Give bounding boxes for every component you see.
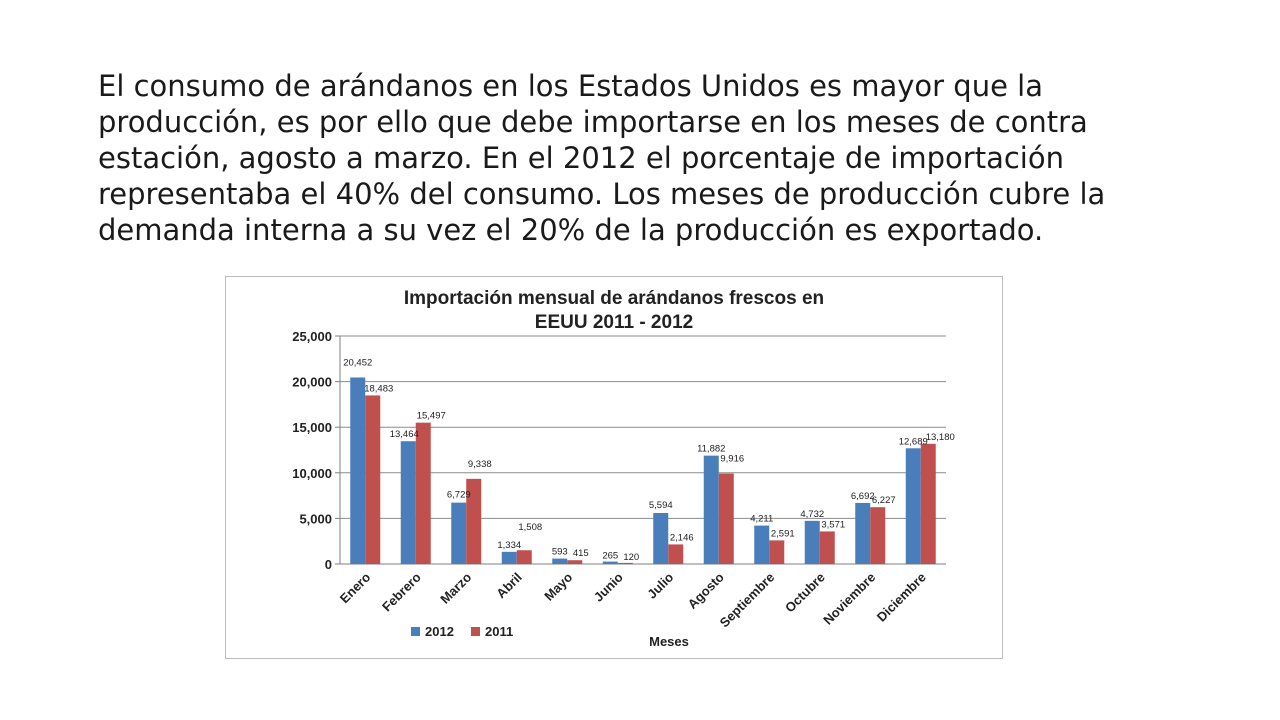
- bar-2012-octubre: [804, 520, 820, 564]
- bar-2011-julio: [668, 544, 684, 564]
- x-tick-label: Septiembre: [717, 570, 778, 631]
- bar-2011-mayo: [567, 560, 583, 564]
- paragraph-line: estación, agosto a marzo. En el 2012 el …: [98, 141, 1064, 175]
- y-tick-label: 0: [325, 557, 332, 572]
- data-label-2011: 18,483: [364, 383, 393, 394]
- bar-2011-octubre: [819, 531, 835, 564]
- y-tick-label: 20,000: [292, 375, 332, 390]
- data-label-2012: 593: [552, 547, 568, 558]
- x-tick-label: Julio: [644, 569, 676, 601]
- bar-2012-enero: [350, 377, 366, 564]
- bar-2011-diciembre: [920, 443, 936, 564]
- legend-swatch-2012: [411, 627, 420, 636]
- x-tick-label: Agosto: [685, 569, 727, 611]
- bar-2012-noviembre: [855, 502, 871, 564]
- data-label-2012: 13,464: [390, 429, 419, 440]
- chart-frame: Importación mensual de arándanos frescos…: [225, 276, 1003, 659]
- bar-2012-junio: [602, 561, 618, 564]
- chart-title-line-2: EEUU 2011 - 2012: [535, 312, 693, 333]
- paragraph-line: representaba el 40% del consumo. Los mes…: [98, 177, 1106, 211]
- bar-2012-septiembre: [754, 525, 770, 564]
- data-label-2011: 2,146: [670, 532, 694, 543]
- x-tick-label: Marzo: [437, 569, 474, 606]
- data-label-2012: 11,882: [697, 444, 725, 455]
- bar-2011-noviembre: [870, 507, 886, 564]
- x-axis-label: Meses: [649, 634, 689, 649]
- bar-2012-agosto: [703, 455, 719, 564]
- data-label-2011: 15,497: [417, 411, 446, 422]
- data-label-2011: 415: [573, 548, 589, 559]
- bar-2012-febrero: [400, 441, 416, 564]
- x-tick-label: Mayo: [541, 569, 575, 603]
- bar-chart: Importación mensual de arándanos frescos…: [292, 288, 955, 649]
- x-tick-label: Febrero: [379, 569, 424, 614]
- data-label-2012: 6,692: [851, 491, 875, 502]
- x-tick-label: Diciembre: [874, 570, 929, 625]
- bar-2012-marzo: [451, 502, 467, 564]
- slide-paragraph: El consumo de arándanos en los Estados U…: [98, 68, 1208, 248]
- bar-2011-agosto: [718, 473, 734, 564]
- x-tick-label: Abril: [493, 570, 525, 602]
- data-label-2012: 5,594: [649, 500, 673, 511]
- data-label-2012: 4,732: [800, 509, 824, 520]
- data-label-2011: 2,591: [771, 528, 795, 539]
- data-label-2012: 1,334: [497, 540, 521, 551]
- x-tick-label: Junio: [591, 569, 626, 604]
- bar-2012-diciembre: [905, 448, 921, 564]
- x-tick-label: Enero: [337, 569, 374, 606]
- bar-2011-septiembre: [769, 540, 785, 564]
- bar-2012-abril: [501, 551, 517, 564]
- data-label-2012: 265: [602, 551, 618, 562]
- legend-label-2012: 2012: [425, 624, 454, 639]
- x-tick-label: Noviembre: [820, 570, 878, 628]
- data-label-2011: 3,571: [821, 519, 845, 530]
- paragraph-line: demanda interna a su vez el 20% de la pr…: [98, 213, 1044, 247]
- data-label-2011: 9,916: [720, 454, 744, 465]
- bar-2011-enero: [365, 395, 381, 564]
- paragraph-line: producción, es por ello que debe importa…: [98, 105, 1088, 139]
- data-label-2011: 1,508: [518, 522, 542, 533]
- paragraph-line: El consumo de arándanos en los Estados U…: [98, 69, 1043, 103]
- data-label-2012: 12,689: [899, 436, 928, 447]
- legend-label-2011: 2011: [485, 624, 513, 639]
- bar-2011-febrero: [415, 422, 431, 564]
- y-tick-label: 5,000: [299, 511, 332, 526]
- data-label-2012: 4,211: [750, 514, 773, 525]
- bar-2012-julio: [653, 512, 669, 564]
- data-label-2011: 9,338: [468, 459, 492, 470]
- bar-2011-marzo: [466, 478, 482, 564]
- data-label-2011: 120: [623, 552, 639, 563]
- legend-swatch-2011: [471, 627, 480, 636]
- data-label-2011: 13,180: [926, 432, 955, 443]
- y-tick-label: 25,000: [292, 329, 332, 344]
- chart-title-line-1: Importación mensual de arándanos frescos…: [404, 288, 824, 309]
- x-tick-label: Octubre: [782, 570, 828, 616]
- bar-2012-mayo: [552, 558, 568, 564]
- y-tick-label: 10,000: [292, 466, 332, 481]
- bar-2011-junio: [617, 562, 633, 564]
- bar-2011-abril: [516, 550, 532, 564]
- data-label-2012: 20,452: [343, 357, 372, 368]
- data-label-2011: 6,227: [872, 495, 896, 506]
- data-label-2012: 6,729: [447, 490, 471, 501]
- y-tick-label: 15,000: [292, 420, 332, 435]
